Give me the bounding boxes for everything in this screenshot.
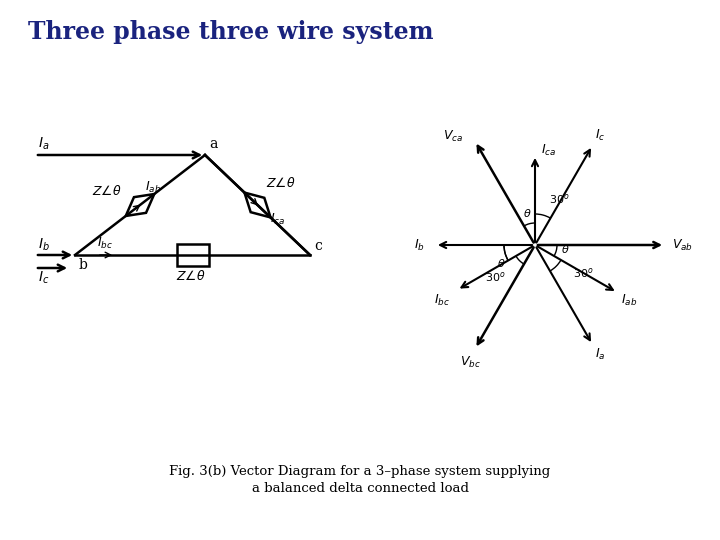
Text: $I_{bc}$: $I_{bc}$ (97, 236, 113, 251)
Text: b: b (79, 258, 88, 272)
Text: $I_{ca}$: $I_{ca}$ (269, 212, 285, 227)
Text: $I_a$: $I_a$ (595, 347, 606, 362)
Text: $Z\angle\theta$: $Z\angle\theta$ (176, 269, 206, 283)
Text: $I_{ca}$: $I_{ca}$ (541, 143, 557, 158)
Text: $I_{ab}$: $I_{ab}$ (621, 293, 637, 308)
Bar (176, 244, 209, 266)
Text: $I_c$: $I_c$ (595, 128, 606, 143)
Text: $I_a$: $I_a$ (38, 136, 50, 152)
Text: $30^o$: $30^o$ (485, 270, 505, 284)
Text: $V_{bc}$: $V_{bc}$ (459, 355, 480, 370)
Text: c: c (314, 239, 322, 253)
Text: $V_{ca}$: $V_{ca}$ (443, 129, 463, 144)
Text: a balanced delta connected load: a balanced delta connected load (251, 482, 469, 495)
Text: $I_b$: $I_b$ (38, 237, 50, 253)
Text: $V_{ab}$: $V_{ab}$ (672, 238, 693, 253)
Text: $I_{ab}$: $I_{ab}$ (145, 180, 161, 195)
Text: $I_c$: $I_c$ (38, 270, 50, 286)
Text: $\theta$: $\theta$ (497, 257, 505, 269)
Text: a: a (209, 137, 217, 151)
Text: $Z\angle\theta$: $Z\angle\theta$ (266, 176, 295, 190)
Text: Fig. 3(b) Vector Diagram for a 3–phase system supplying: Fig. 3(b) Vector Diagram for a 3–phase s… (169, 465, 551, 478)
Text: $\theta$: $\theta$ (561, 243, 570, 255)
Text: $I_{bc}$: $I_{bc}$ (434, 293, 450, 308)
Text: $I_b$: $I_b$ (413, 238, 424, 253)
Text: $Z\angle\theta$: $Z\angle\theta$ (92, 184, 122, 198)
Text: Three phase three wire system: Three phase three wire system (28, 20, 433, 44)
Text: $\theta$: $\theta$ (523, 207, 531, 219)
Text: $30^o$: $30^o$ (573, 266, 594, 280)
Text: $30^o$: $30^o$ (549, 192, 570, 206)
